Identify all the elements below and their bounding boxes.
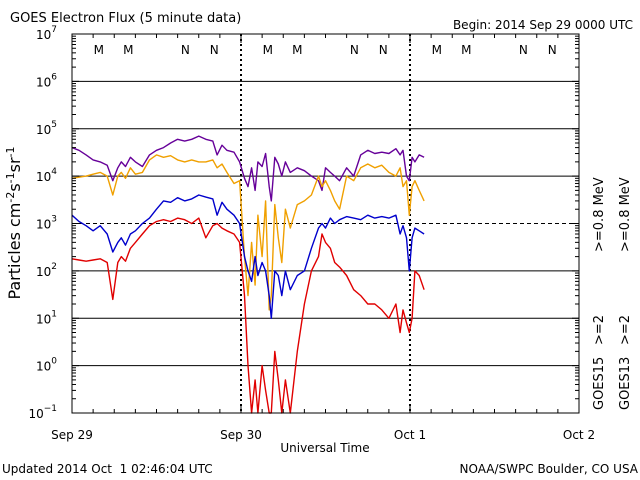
legend-satellite: GOES13 <box>618 357 633 410</box>
local-time-marker: M <box>432 43 442 57</box>
legend-entry: >=0.8 MeV <box>618 177 633 252</box>
y-tick-exponent: −1 <box>44 404 57 414</box>
x-tick-label: Sep 30 <box>220 428 262 442</box>
legend-entry: >=0.8 MeV <box>592 177 607 252</box>
local-time-marker: M <box>94 43 104 57</box>
begin-date: Begin: 2014 Sep 29 0000 UTC <box>453 18 633 32</box>
local-time-marker: N <box>210 43 219 57</box>
y-tick-label: 103 <box>36 215 57 232</box>
local-time-marker: M <box>461 43 471 57</box>
chart-title: GOES Electron Flux (5 minute data) <box>10 11 241 26</box>
local-time-marker: N <box>379 43 388 57</box>
y-tick-label: 104 <box>36 167 57 184</box>
y-tick-label: 105 <box>36 120 57 137</box>
y-tick-label: 106 <box>36 72 57 89</box>
local-time-marker: M <box>292 43 302 57</box>
y-tick-exponent: 6 <box>51 72 57 82</box>
local-time-marker: N <box>350 43 359 57</box>
y-tick-exponent: 3 <box>51 215 57 225</box>
x-tick-label: Oct 1 <box>394 428 426 442</box>
local-time-marker: M <box>263 43 273 57</box>
legend-satellite: GOES15 <box>592 357 607 410</box>
y-tick-label: 102 <box>36 262 57 279</box>
midnight-markers <box>240 34 411 413</box>
local-time-marker: M <box>123 43 133 57</box>
x-tick-label: Sep 29 <box>51 428 93 442</box>
x-axis-label: Universal Time <box>280 441 369 455</box>
series-line <box>71 217 425 414</box>
series-line <box>71 194 425 319</box>
local-time-marker: N <box>181 43 190 57</box>
x-axis: Sep 29 Sep 30 Oct 1 Oct 2 <box>51 34 595 442</box>
y-axis-label: Particles cm-2s-1sr-1 <box>4 146 24 299</box>
y-tick-label: 101 <box>36 309 57 326</box>
series-lines <box>71 135 425 414</box>
right-legend: >=2 >=0.8 MeV >=0.8 MeV >=2 GOES15 GOES13 <box>592 177 633 410</box>
y-tick-label: 100 <box>36 357 57 374</box>
x-tick-label: Oct 2 <box>563 428 595 442</box>
y-tick-label: 107 <box>36 25 57 42</box>
y-tick-exponent: 5 <box>51 120 57 130</box>
grid-lines <box>72 80 579 367</box>
y-tick-exponent: 0 <box>51 357 57 367</box>
legend-entry: >=2 <box>592 315 607 345</box>
legend-entry: >=2 <box>618 315 633 345</box>
credit-line: NOAA/SWPC Boulder, CO USA <box>460 462 639 476</box>
y-tick-exponent: 4 <box>51 167 57 177</box>
y-tick-label: 10−1 <box>28 404 57 421</box>
local-time-marker: N <box>548 43 557 57</box>
series-line <box>71 154 425 311</box>
series-line <box>71 135 425 202</box>
y-tick-exponent: 2 <box>51 262 57 272</box>
local-time-marker: N <box>519 43 528 57</box>
y-tick-exponent: 7 <box>51 25 57 35</box>
updated-timestamp: Updated 2014 Oct 1 02:46:04 UTC <box>2 462 213 476</box>
y-tick-exponent: 1 <box>51 309 57 319</box>
